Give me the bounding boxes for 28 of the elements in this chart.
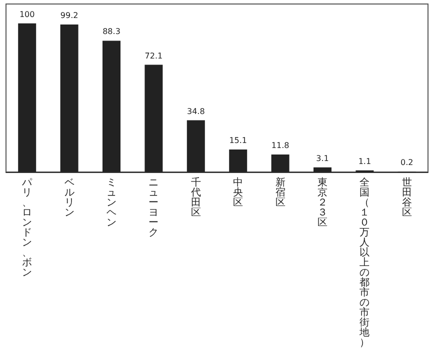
bar	[271, 154, 290, 172]
data-label: 15.1	[229, 136, 248, 146]
bar	[186, 120, 205, 172]
x-tick-label: 中央区	[233, 176, 244, 208]
data-label: 0.2	[400, 158, 414, 168]
x-tick-label: 世田谷区	[402, 176, 412, 218]
x-tick-label: 東京２３区	[318, 176, 328, 228]
bar	[229, 150, 248, 172]
data-label: 1.1	[358, 156, 372, 166]
data-label: 11.8	[271, 140, 290, 150]
x-tick-label: 新宿区	[275, 176, 286, 208]
x-tick-label: ベルリン	[64, 178, 74, 218]
x-tick-label: ニューヨーク	[148, 178, 159, 238]
data-label: 88.3	[102, 27, 120, 36]
bar	[60, 24, 78, 172]
x-tick-label: ミュンヘン	[106, 178, 116, 228]
data-label: 72.1	[144, 51, 163, 60]
category-label: 全国（１０万人以上の都市の市街地）	[360, 178, 370, 348]
data-label: 3.1	[316, 154, 329, 163]
bar	[102, 40, 120, 172]
data-label: 99.2	[60, 11, 78, 20]
bar	[314, 167, 332, 172]
data-label: 34.8	[186, 106, 205, 116]
bar	[144, 64, 163, 172]
category-label: パリ、ロンドン、ボン	[22, 178, 32, 278]
bar	[18, 23, 36, 172]
data-label: 100	[19, 10, 35, 19]
x-tick-label: 千代田区	[190, 176, 201, 218]
